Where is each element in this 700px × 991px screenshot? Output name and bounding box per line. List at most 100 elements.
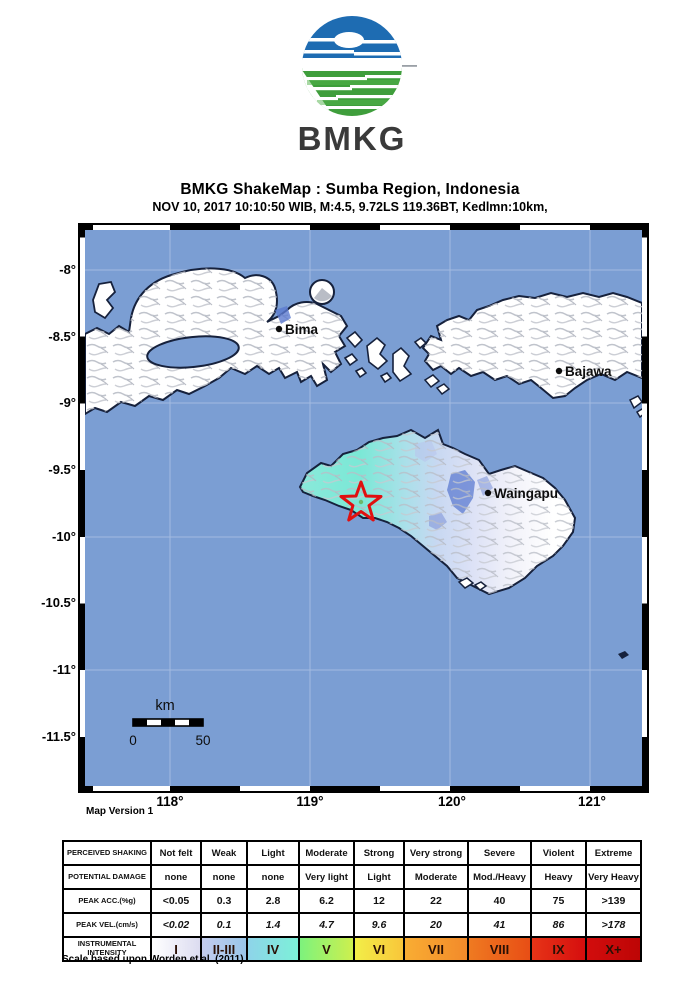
row-header-potential-damage: POTENTIAL DAMAGE <box>62 864 152 890</box>
city-marker-bima: Bima <box>275 322 319 337</box>
page-title: BMKG ShakeMap : Sumba Region, Indonesia <box>180 181 520 198</box>
scale-bar: km 0 50 <box>129 698 210 748</box>
row-header-peak-vel: PEAK VEL.(cm/s) <box>62 912 152 938</box>
cell-vel-9: >178 <box>585 912 642 938</box>
lon-label-118: 118° <box>156 794 184 809</box>
row-potential-damage: POTENTIAL DAMAGE none none none Very lig… <box>62 864 642 890</box>
cell-shaking-4: Moderate <box>298 840 355 866</box>
lat-label-11: -11° <box>52 662 76 677</box>
cell-damage-3: none <box>246 864 300 890</box>
lon-label-121: 121° <box>578 794 606 809</box>
lat-label-10-5: -10.5° <box>41 595 76 610</box>
cell-vel-2: 0.1 <box>200 912 248 938</box>
bmkg-logo: BMKG <box>277 10 427 162</box>
cell-shaking-5: Strong <box>353 840 405 866</box>
logo-globe <box>302 16 402 116</box>
intensity-legend-table: PERCEIVED SHAKING Not felt Weak Light Mo… <box>62 840 642 962</box>
cell-intensity-X: X+ <box>585 936 642 962</box>
island-komodo-cluster <box>343 330 428 384</box>
row-header-instrumental-intensity: INSTRUMENTAL INTENSITY <box>62 936 152 962</box>
island-flores <box>421 291 642 419</box>
lat-label-8: -8° <box>59 262 76 277</box>
row-header-perceived-shaking: PERCEIVED SHAKING <box>62 840 152 866</box>
cell-shaking-3: Light <box>246 840 300 866</box>
cell-acc-3: 2.8 <box>246 888 300 914</box>
cell-intensity-VII: VII <box>403 936 469 962</box>
cell-shaking-2: Weak <box>200 840 248 866</box>
lat-label-9: -9° <box>59 395 76 410</box>
lat-label-8-5: -8.5° <box>48 329 76 344</box>
cell-acc-2: 0.3 <box>200 888 248 914</box>
cell-vel-3: 1.4 <box>246 912 300 938</box>
saleh-bay <box>146 335 240 369</box>
map-frame-tick-strip-bottom <box>80 786 647 791</box>
logo-text: BMKG <box>298 120 407 157</box>
scale-bar-unit: km <box>155 698 174 714</box>
cell-shaking-6: Very strong <box>403 840 469 866</box>
cell-acc-1: <0.05 <box>150 888 202 914</box>
shaking-patch-sumbawa <box>275 306 291 324</box>
city-marker-bajawa: Bajawa <box>555 364 612 379</box>
map-frame-tick-strip-top <box>80 225 647 230</box>
lon-label-120: 120° <box>438 794 466 809</box>
cell-damage-8: Heavy <box>530 864 587 890</box>
scale-bar-min: 0 <box>129 733 137 748</box>
row-instrumental-intensity: INSTRUMENTAL INTENSITY I II-III IV V VI … <box>62 936 642 962</box>
map-canvas: Bima Bajawa Waingapu km <box>85 230 642 786</box>
map-frame-tick-strip-right <box>642 225 647 791</box>
island-sangeang <box>309 279 335 305</box>
cell-damage-6: Moderate <box>403 864 469 890</box>
cell-damage-5: Light <box>353 864 405 890</box>
row-perceived-shaking: PERCEIVED SHAKING Not felt Weak Light Mo… <box>62 840 642 866</box>
lat-label-10: -10° <box>52 529 76 544</box>
island-moyo <box>92 280 117 320</box>
city-marker-waingapu: Waingapu <box>484 486 558 501</box>
cell-damage-7: Mod./Heavy <box>467 864 532 890</box>
island-sumba <box>298 428 577 596</box>
cell-acc-6: 22 <box>403 888 469 914</box>
cell-acc-8: 75 <box>530 888 587 914</box>
cell-vel-4: 4.7 <box>298 912 355 938</box>
map-frame: Bima Bajawa Waingapu km <box>78 223 649 793</box>
cell-damage-4: Very light <box>298 864 355 890</box>
row-peak-acc: PEAK ACC.(%g) <0.05 0.3 2.8 6.2 12 22 40… <box>62 888 642 914</box>
cell-intensity-V: V <box>298 936 355 962</box>
cell-intensity-IX: IX <box>530 936 587 962</box>
lon-label-119: 119° <box>296 794 324 809</box>
event-info-subtitle: NOV 10, 2017 10:10:50 WIB, M:4.5, 9.72LS… <box>152 200 548 214</box>
cell-vel-8: 86 <box>530 912 587 938</box>
islet-southeast <box>618 651 629 659</box>
scale-footnote: Scale based upon Worden et al. (2011) <box>62 954 244 965</box>
scale-bar-max: 50 <box>195 733 210 748</box>
cell-intensity-VI: VI <box>353 936 405 962</box>
cell-vel-1: <0.02 <box>150 912 202 938</box>
row-peak-vel: PEAK VEL.(cm/s) <0.02 0.1 1.4 4.7 9.6 20… <box>62 912 642 938</box>
cell-acc-7: 40 <box>467 888 532 914</box>
cell-intensity-II-III: II-III <box>200 936 248 962</box>
cell-intensity-VIII: VIII <box>467 936 532 962</box>
island-sumbawa <box>85 267 349 416</box>
map-frame-tick-strip-left <box>80 225 85 791</box>
cell-acc-9: >139 <box>585 888 642 914</box>
shakemap-svg: Bima Bajawa Waingapu km <box>85 230 642 786</box>
cell-vel-6: 20 <box>403 912 469 938</box>
city-label-bima: Bima <box>285 322 319 337</box>
lat-label-9-5: -9.5° <box>48 462 76 477</box>
cell-shaking-9: Extreme <box>585 840 642 866</box>
cell-vel-5: 9.6 <box>353 912 405 938</box>
cell-intensity-IV: IV <box>246 936 300 962</box>
cell-acc-5: 12 <box>353 888 405 914</box>
city-label-waingapu: Waingapu <box>494 486 558 501</box>
lat-label-11-5: -11.5° <box>41 729 76 744</box>
cell-damage-2: none <box>200 864 248 890</box>
bmkg-logo-icon: BMKG <box>298 16 417 157</box>
epicenter-star-icon <box>339 480 383 522</box>
row-header-peak-acc: PEAK ACC.(%g) <box>62 888 152 914</box>
cell-acc-4: 6.2 <box>298 888 355 914</box>
city-label-bajawa: Bajawa <box>565 364 612 379</box>
cell-intensity-I: I <box>150 936 202 962</box>
cell-shaking-1: Not felt <box>150 840 202 866</box>
cell-shaking-8: Violent <box>530 840 587 866</box>
cell-shaking-7: Severe <box>467 840 532 866</box>
